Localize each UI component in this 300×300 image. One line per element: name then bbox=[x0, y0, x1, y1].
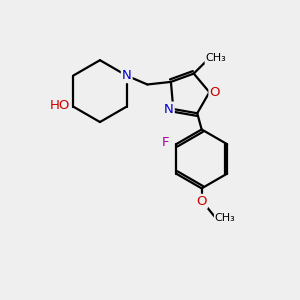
Text: F: F bbox=[162, 136, 169, 149]
Text: CH₃: CH₃ bbox=[206, 53, 226, 63]
Text: N: N bbox=[122, 69, 132, 82]
Text: O: O bbox=[196, 195, 207, 208]
Text: O: O bbox=[209, 86, 220, 99]
Text: CH₃: CH₃ bbox=[215, 213, 236, 224]
Text: HO: HO bbox=[50, 99, 70, 112]
Text: N: N bbox=[164, 103, 174, 116]
